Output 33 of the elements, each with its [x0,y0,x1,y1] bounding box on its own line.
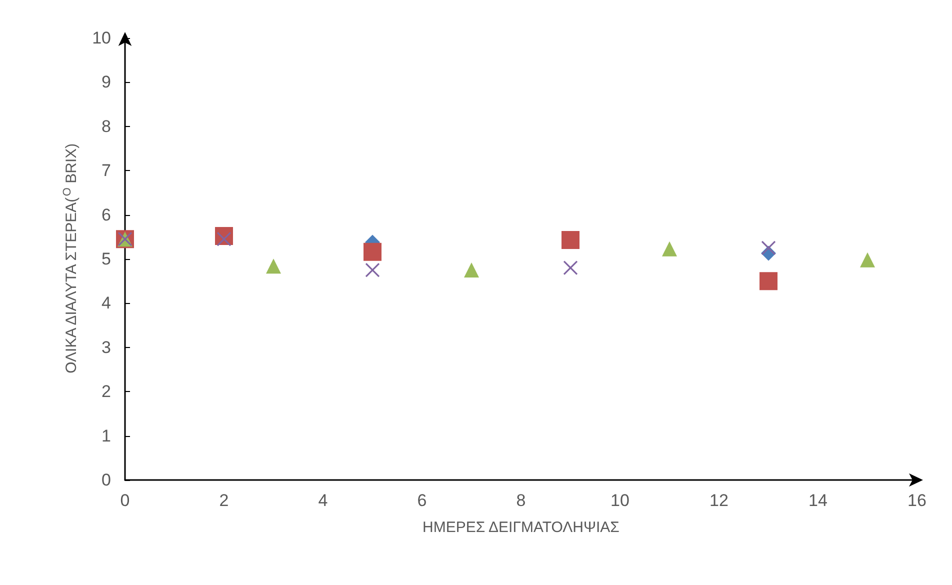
point [761,240,776,256]
point [216,232,232,246]
point [364,242,382,261]
x-tick-label: 10 [610,491,630,510]
x-tick-label: 8 [516,491,526,510]
x-tick-label: 16 [908,491,926,510]
y-tick-label: 3 [102,338,111,357]
x-tick-label: 6 [417,491,427,510]
x-tick-label: 12 [710,491,728,510]
x-tick-label: 2 [219,491,229,510]
y-tick-label: 4 [102,294,111,313]
point [662,241,677,256]
point [464,262,479,278]
y-tick-label: 1 [102,426,111,446]
y-tick-label: 2 [102,382,111,402]
y-axis-title: ΟΛΙΚΑ ΔΙΑΛΥΤΑ ΣΤΕΡΕΑ(O BRIX) [62,143,80,374]
y-tick-label: 8 [102,116,111,136]
x-axis-title: ΗΜΕΡΕΣ ΔΕΙΓΜΑΤΟΛΗΨΙΑΣ [422,519,620,536]
y-tick-label: 7 [102,161,111,180]
point [266,258,281,274]
x-tick-label: 4 [318,491,328,510]
point [365,262,380,278]
y-tick-label: 5 [102,250,111,268]
y-tick-label: 9 [102,72,111,92]
y-tick-label: 6 [102,205,111,224]
point [760,272,778,290]
point [860,252,875,268]
x-tick-label: 0 [120,491,130,510]
point [562,230,580,249]
y-tick-label: 0 [102,470,111,490]
x-tick-label: 14 [808,491,828,510]
point [563,260,578,276]
y-tick-label: 10 [92,28,111,48]
